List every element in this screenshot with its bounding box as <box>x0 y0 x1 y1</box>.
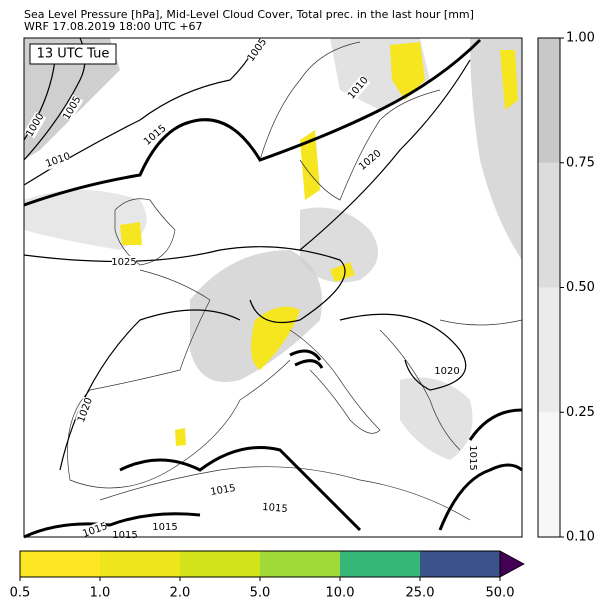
isobar-label-bg <box>435 365 459 377</box>
isobar-label-bg <box>60 94 84 122</box>
isobar-label: 1015 <box>467 445 478 470</box>
isobar-label-bg <box>75 396 95 424</box>
precip-colorbar-band <box>180 551 260 577</box>
isobar-label-bg <box>262 500 288 516</box>
isobar-label-bg <box>245 36 269 64</box>
isobar-label-bg <box>356 147 384 173</box>
isobar-label: 1015 <box>262 502 288 515</box>
cloud-colorbar-label: 0.10 <box>566 530 595 545</box>
precip-colorbar-band <box>420 551 500 577</box>
cloud-colorbar-label: 0.25 <box>566 405 595 420</box>
cloud-colorbar-band <box>538 412 560 537</box>
subtitle-line: WRF 17.08.2019 18:00 UTC +67 <box>24 20 203 33</box>
isobar-label-bg <box>141 122 169 148</box>
precip-colorbar-label: 5.0 <box>250 586 271 601</box>
isobar-label-bg <box>153 521 177 533</box>
precip-colorbar-band <box>20 551 100 577</box>
cloud-colorbar-band <box>538 162 560 288</box>
precipitation <box>120 42 518 446</box>
cloud-colorbar-band <box>538 38 560 163</box>
title-line: Sea Level Pressure [hPa], Mid-Level Clou… <box>24 8 474 21</box>
isobar-label: 1025 <box>111 257 136 268</box>
precip-colorbar-label: 1.0 <box>90 586 111 601</box>
cloud-colorbar-label: 0.75 <box>566 155 595 170</box>
precip-colorbar-band <box>340 551 420 577</box>
precip-colorbar-label: 25.0 <box>406 586 435 601</box>
time-label: 13 UTC Tue <box>37 47 110 62</box>
precip-colorbar-label: 10.0 <box>326 586 355 601</box>
isobar-label-bg <box>210 482 236 498</box>
cloud-colorbar-label: 0.50 <box>566 280 595 295</box>
isobar-label: 1020 <box>434 366 459 377</box>
isobar-label-bg <box>23 111 47 139</box>
time-box <box>29 43 117 65</box>
isobar-label-bg <box>44 150 72 170</box>
isobar-label-bg <box>113 529 137 541</box>
precip-colorbar-band <box>260 551 340 577</box>
precip-colorbar-label: 50.0 <box>486 586 515 601</box>
coastlines <box>67 41 523 521</box>
isobar-label-bg <box>112 256 136 268</box>
precip-colorbar-band <box>100 551 180 577</box>
precip-colorbar-extend <box>499 550 525 578</box>
map: 1005100510001010101510101020102510201020… <box>23 36 523 541</box>
isobar-label-bg <box>345 74 371 102</box>
isobar-label: 1015 <box>210 483 237 498</box>
precip-colorbar-label: 0.5 <box>10 586 31 601</box>
isobars <box>23 37 523 539</box>
isobar-label-bg <box>81 520 109 540</box>
isobar-label: 1015 <box>152 522 177 533</box>
isobar-label-bg <box>467 446 479 470</box>
isobar-label: 1015 <box>112 530 137 541</box>
map-frame <box>23 37 523 538</box>
cloud-colorbar-band <box>538 287 560 413</box>
cloud-colorbar-label: 1.00 <box>566 31 595 46</box>
precip-colorbar-label: 2.0 <box>170 586 191 601</box>
